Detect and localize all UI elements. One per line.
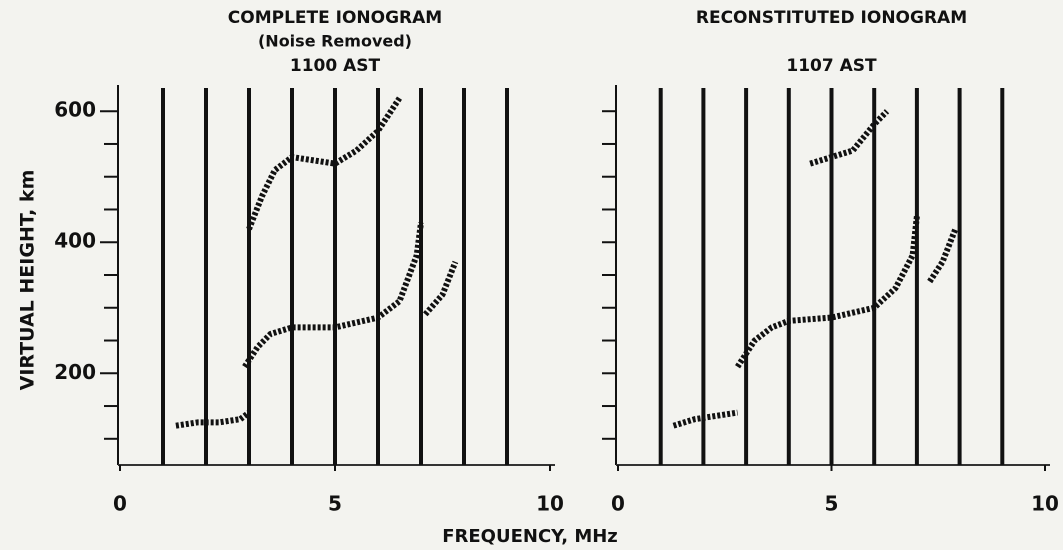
x-tick-label: 0 bbox=[611, 492, 625, 516]
echo-trace bbox=[423, 260, 459, 317]
x-tick-label: 5 bbox=[328, 492, 342, 516]
x-tick-label: 10 bbox=[536, 492, 564, 516]
echo-trace bbox=[809, 109, 890, 167]
chart-title: COMPLETE IONOGRAM bbox=[228, 8, 442, 28]
time-label: 1100 AST bbox=[290, 56, 381, 76]
chart-title: RECONSTITUTED IONOGRAM bbox=[696, 8, 967, 28]
echo-trace bbox=[735, 215, 920, 369]
x-tick-label: 10 bbox=[1031, 492, 1059, 516]
y-tick-label: 400 bbox=[54, 229, 96, 253]
y-axis-label: VIRTUAL HEIGHT, km bbox=[17, 170, 39, 391]
echo-trace bbox=[175, 410, 251, 429]
chart-subtitle: (Noise Removed) bbox=[258, 32, 412, 51]
x-tick-label: 0 bbox=[113, 492, 127, 516]
echo-trace bbox=[242, 222, 424, 369]
time-label: 1107 AST bbox=[786, 56, 877, 76]
echo-trace bbox=[246, 96, 403, 231]
x-tick-label: 5 bbox=[825, 492, 839, 516]
y-tick-label: 200 bbox=[54, 360, 96, 384]
x-axis-label: FREQUENCY, MHz bbox=[442, 526, 618, 547]
echo-trace bbox=[672, 409, 739, 429]
y-tick-label: 600 bbox=[54, 98, 96, 122]
echo-trace bbox=[927, 228, 959, 284]
